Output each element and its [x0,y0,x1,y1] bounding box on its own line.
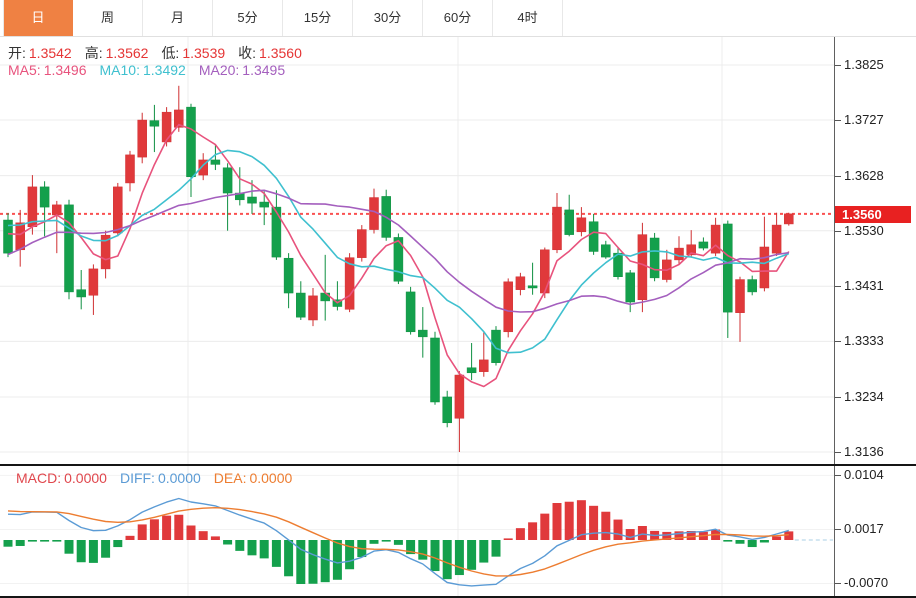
ohlc-legend-label: 开: [8,45,26,61]
macd-legend-label: DEA: [213,470,247,486]
price-axis-label: 1.3136 [835,443,884,459]
price-axis: 1.3825 1.3727 1.3628 1.3530 1.3431 1.3333 1.32… [834,37,916,465]
timeframe-tabbar: 日周月 5分 15分 30分 60分 4时 [0,0,916,37]
ma-legend-label: MA20: [198,62,240,78]
candlestick-chart-canvas[interactable] [0,37,835,465]
ohlc-legend-label: 高: [84,45,103,61]
macd-legend-value: 0.0000 [249,470,293,486]
macd-chart-canvas[interactable] [0,466,835,596]
tab-60min[interactable]: 60分 [423,0,493,36]
macd-legend-label: MACD: [16,470,62,486]
price-axis-label: 1.3727 [835,112,884,128]
ohlc-legend-value: 1.3562 [105,45,149,61]
ma-legend-label: MA5: [8,62,41,78]
ma-legend-value: 1.3496 [43,62,87,78]
price-axis-label: 1.3628 [835,167,884,183]
price-axis-label: 1.3333 [835,333,884,349]
macd-axis-label: 0.0104 [835,467,884,483]
ma-legend-value: 1.3492 [142,62,186,78]
price-axis-label: 1.3431 [835,278,884,294]
macd-axis: 0.0104 0.0017 -0.0070 [834,466,916,596]
tab-week[interactable]: 周 [73,0,143,36]
price-axis-label: 1.3234 [835,388,884,404]
macd-legend: MACD: 0.0000 DIFF: 0.0000 DEA: 0.0000 [16,470,305,486]
macd-panel: 0.0104 0.0017 -0.0070 MACD: 0.0000 DIFF: 0.00… [0,464,916,598]
tab-30min[interactable]: 30分 [353,0,423,36]
ohlc-legend-value: 1.3539 [182,45,226,61]
macd-legend-value: 0.0000 [64,470,107,486]
price-chart-section: 1.3825 1.3727 1.3628 1.3530 1.3431 1.3333 1.32… [0,37,916,465]
tab-day[interactable]: 日 [3,0,73,36]
macd-axis-label: -0.0070 [834,575,889,591]
ohlc-legend-value: 1.3560 [259,45,302,61]
macd-legend-value: 0.0000 [157,470,201,486]
macd-axis-label: 0.0017 [835,521,884,537]
tab-5min[interactable]: 5分 [213,0,283,36]
current-price-badge: 1.3560 [835,205,911,223]
ma-legend: MA5: 1.3496 MA10: 1.3492 MA20: 1.3495 [8,62,298,78]
ohlc-legend-value: 1.3542 [28,45,72,61]
ohlc-legend-label: 低: [161,45,180,61]
price-axis-label: 1.3825 [835,57,884,72]
ma-legend-value: 1.3495 [242,62,286,78]
price-axis-label: 1.3530 [835,222,884,238]
tab-4hour[interactable]: 4时 [493,0,563,36]
macd-legend-label: DIFF: [119,470,155,486]
ohlc-legend: 开: 1.3542 高: 1.3562 低: 1.3539 收: 1.3560 [8,43,315,63]
tab-15min[interactable]: 15分 [283,0,353,36]
tab-month[interactable]: 月 [143,0,213,36]
ohlc-legend-label: 收: [238,45,257,61]
ma-legend-label: MA10: [99,62,140,78]
